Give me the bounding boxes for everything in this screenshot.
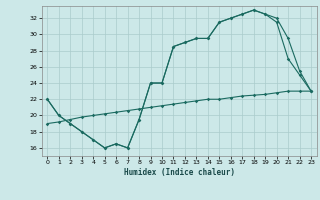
X-axis label: Humidex (Indice chaleur): Humidex (Indice chaleur) (124, 168, 235, 177)
